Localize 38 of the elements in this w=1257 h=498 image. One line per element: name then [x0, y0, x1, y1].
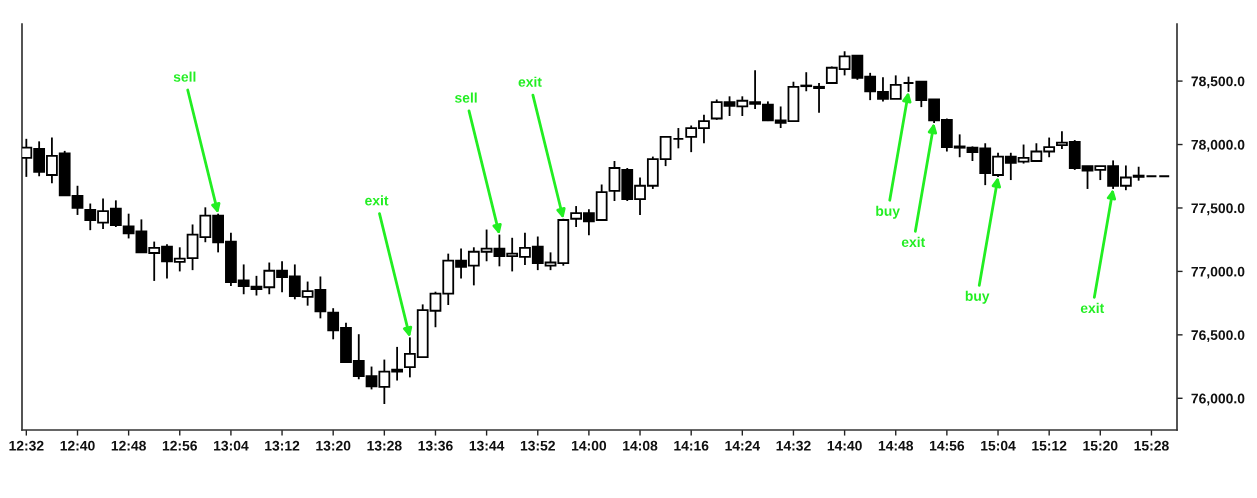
- x-tick-label: 13:28: [367, 440, 402, 451]
- x-tick-label: 14:16: [674, 440, 709, 451]
- x-tick-label: 13:44: [469, 440, 505, 451]
- candlestick: [672, 127, 685, 150]
- x-tick-label: 12:48: [111, 440, 146, 451]
- x-tick-label: 14:32: [776, 440, 811, 451]
- x-tick-label: 13:36: [418, 440, 453, 451]
- x-tick-label: 13:52: [520, 440, 555, 451]
- x-tick-label: 12:40: [60, 440, 95, 451]
- x-tick-label: 12:32: [9, 440, 44, 451]
- x-tick-label: 14:56: [929, 440, 965, 451]
- x-tick-label: 14:08: [623, 440, 658, 451]
- x-tick-label: 13:04: [214, 440, 249, 451]
- y-tick-label: 78,000.0: [1191, 139, 1245, 152]
- annotation: exit: [1080, 302, 1105, 314]
- x-tick-label: 14:48: [878, 440, 914, 451]
- y-tick-label: 76,500.0: [1191, 330, 1245, 343]
- annotation: buy: [876, 205, 900, 219]
- x-tick-label: 15:04: [981, 440, 1016, 451]
- x-tick-label: 14:24: [725, 440, 761, 451]
- annotation: buy: [965, 290, 990, 304]
- x-tick-label: 12:56: [162, 440, 198, 451]
- y-tick-label: 78,500.0: [1191, 76, 1245, 89]
- x-tick-label: 15:12: [1032, 440, 1067, 451]
- annotation: exit: [518, 76, 542, 87]
- annotation: exit: [365, 195, 389, 206]
- x-tick-label: 15:20: [1083, 440, 1118, 451]
- x-tick-label: 14:00: [572, 440, 607, 451]
- x-tick-label: 15:28: [1134, 440, 1169, 451]
- y-tick-label: 76,000.0: [1191, 393, 1245, 406]
- annotation: sell: [454, 92, 477, 103]
- x-tick-label: 13:12: [265, 440, 300, 451]
- x-tick-label: 14:40: [827, 440, 862, 451]
- y-tick-label: 77,500.0: [1191, 203, 1245, 216]
- y-tick-label: 77,000.0: [1191, 266, 1245, 279]
- annotation: exit: [901, 236, 926, 248]
- x-tick-label: 13:20: [316, 440, 351, 451]
- annotation: sell: [173, 71, 196, 82]
